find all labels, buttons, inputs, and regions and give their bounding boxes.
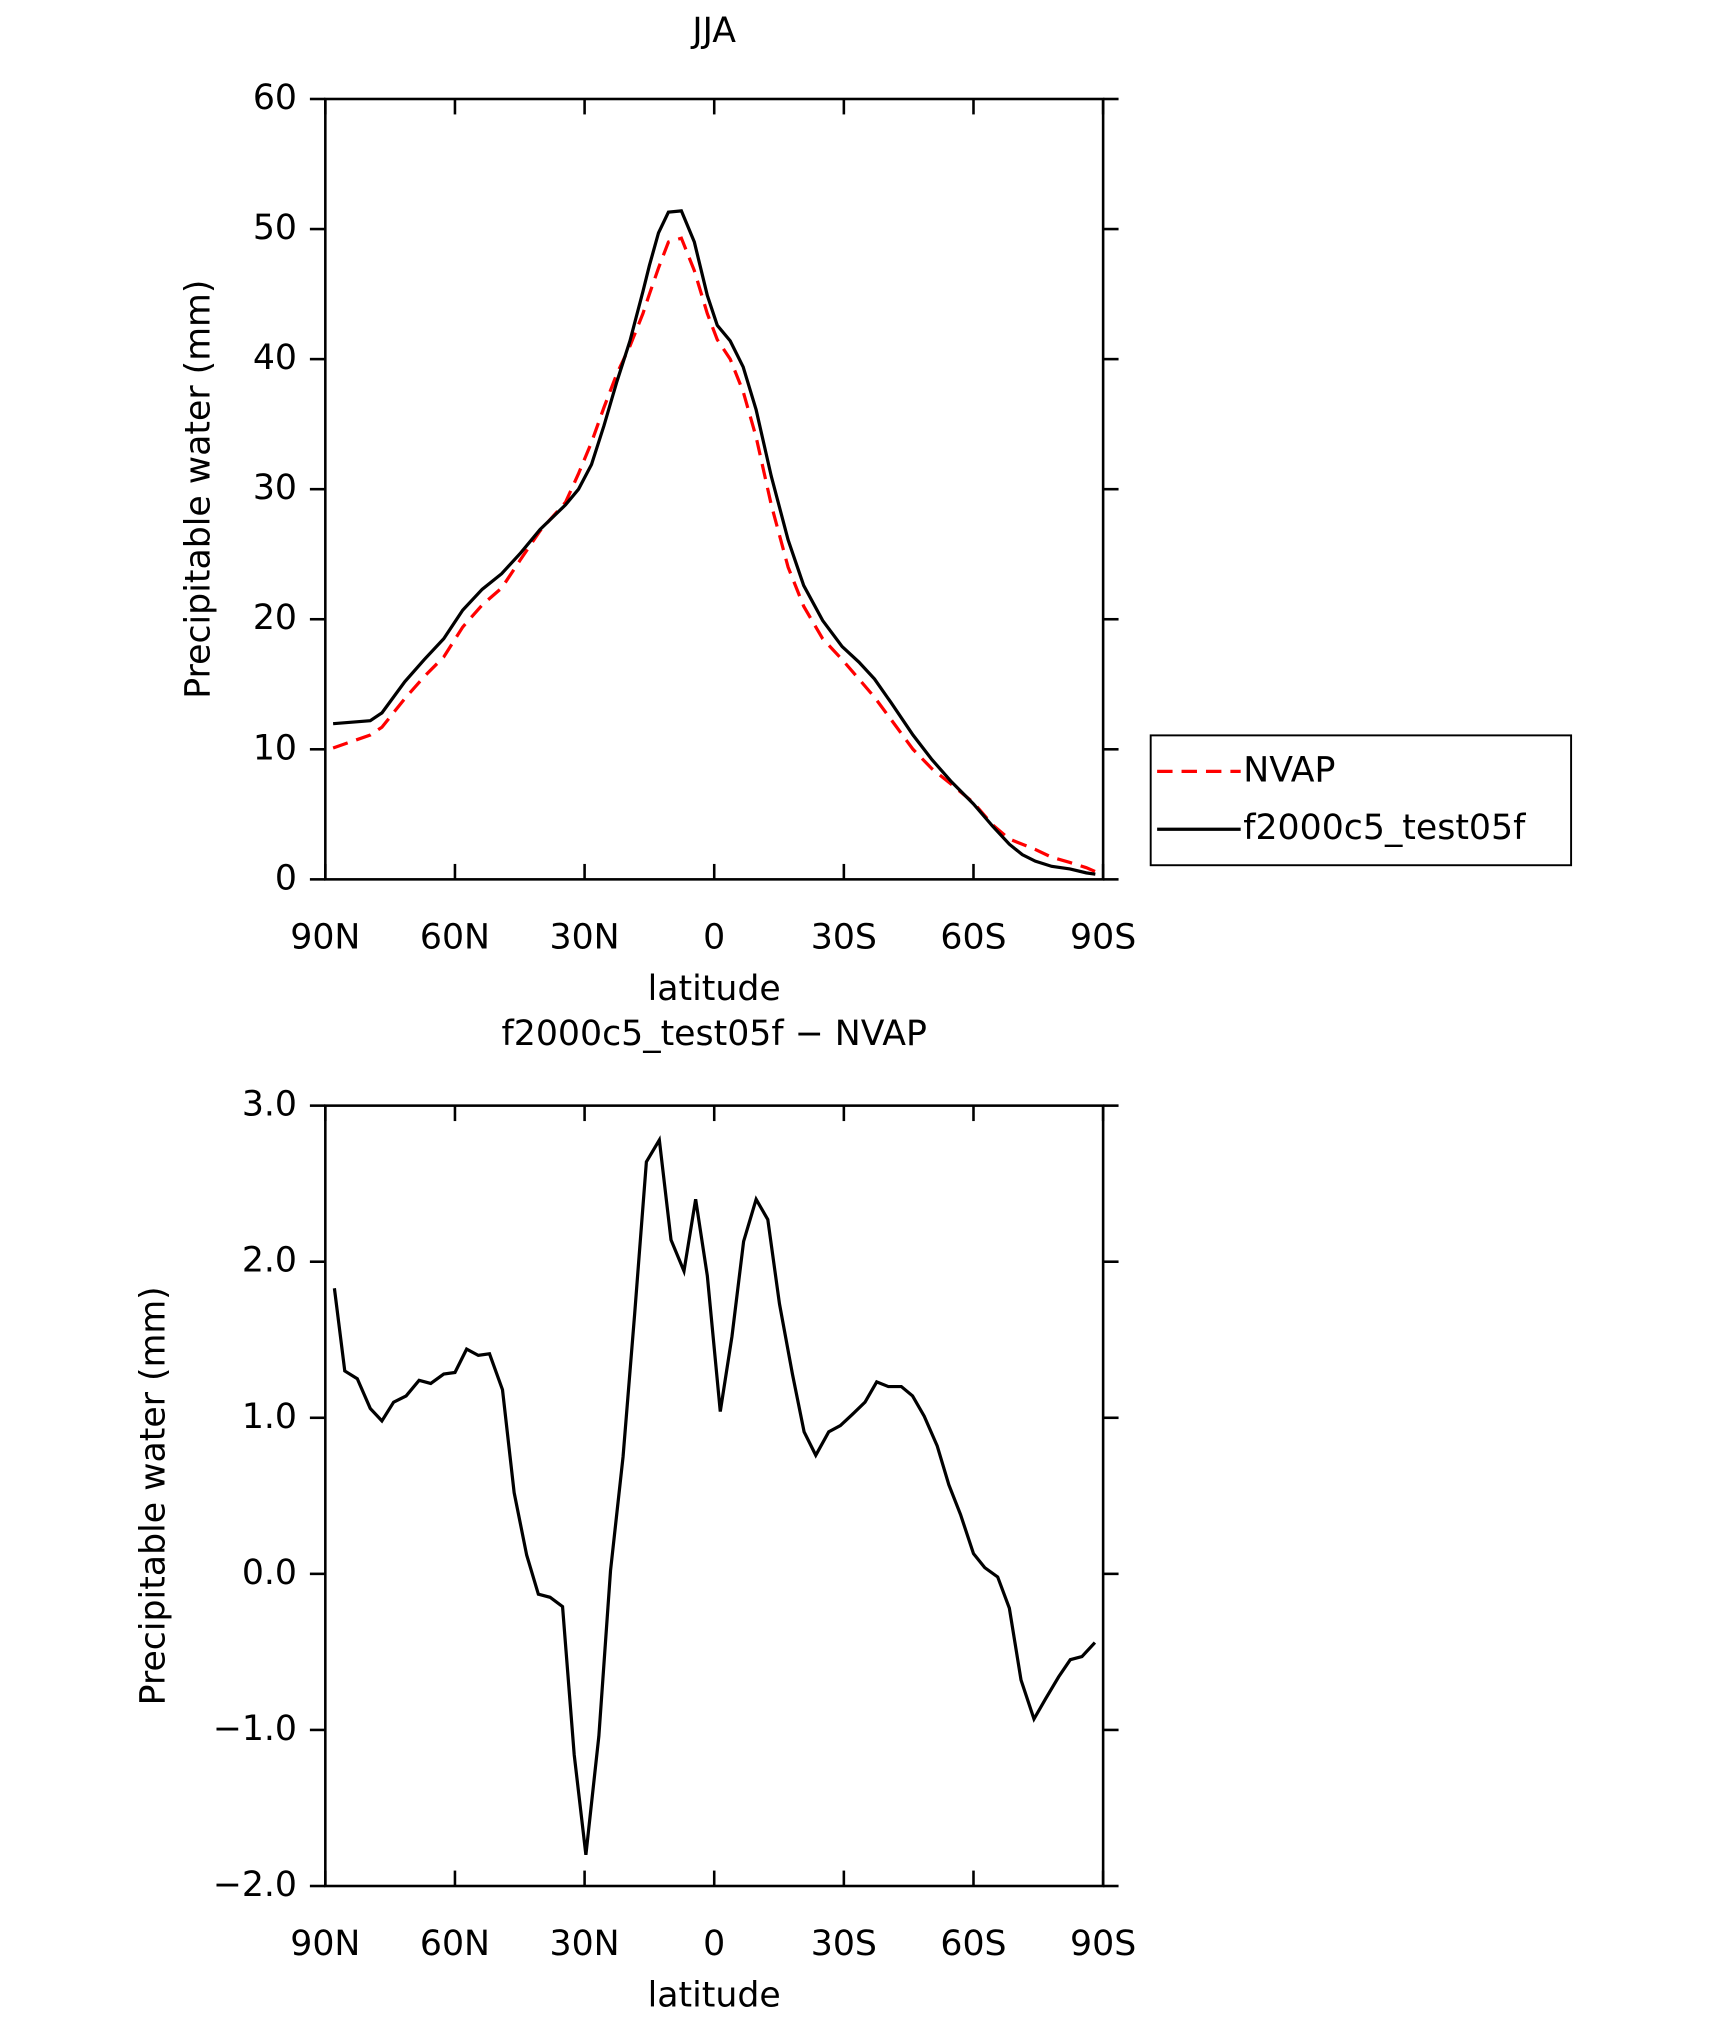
series-line [332, 236, 1096, 874]
plot-frame [324, 97, 1105, 881]
x-tick-label: 0 [703, 918, 725, 958]
legend-label: f2000c5_test05f [1243, 808, 1526, 848]
x-axis-label: latitude [648, 969, 781, 1009]
legend-box [1149, 734, 1573, 867]
x-tick-label: 30N [550, 918, 620, 958]
x-tick-label: 60N [420, 918, 490, 958]
x-tick-label: 30S [811, 1924, 877, 1964]
y-tick-label: 0 [275, 858, 297, 898]
x-tick-label: 60S [940, 918, 1006, 958]
x-tick-label: 90N [290, 1924, 360, 1964]
x-tick-label: 0 [703, 1924, 725, 1964]
x-tick-label: 90N [290, 918, 360, 958]
legend-label: NVAP [1243, 750, 1335, 790]
y-tick-label: 3.0 [242, 1085, 297, 1125]
y-tick-label: 1.0 [242, 1397, 297, 1437]
x-tick-label: 30S [811, 918, 877, 958]
x-tick-label: 30N [550, 1924, 620, 1964]
chart-title: JJA [690, 11, 736, 51]
y-axis-label: Precipitable water (mm) [133, 1286, 173, 1705]
x-tick-label: 60S [940, 1924, 1006, 1964]
y-tick-label: 20 [253, 598, 297, 638]
x-tick-label: 90S [1070, 918, 1136, 958]
y-tick-label: 60 [253, 78, 297, 118]
y-tick-label: 50 [253, 208, 297, 248]
y-tick-label: 30 [253, 468, 297, 508]
plot-frame [324, 1104, 1105, 1888]
chart-title: f2000c5_test05f − NVAP [502, 1014, 927, 1054]
x-tick-label: 60N [420, 1924, 490, 1964]
series-line [332, 209, 1096, 876]
y-axis-label: Precipitable water (mm) [178, 280, 218, 699]
y-tick-label: 2.0 [242, 1241, 297, 1281]
y-tick-label: −1.0 [213, 1709, 297, 1749]
y-tick-label: 0.0 [242, 1553, 297, 1593]
x-axis-label: latitude [648, 1976, 781, 2016]
series-line [332, 1135, 1097, 1855]
y-tick-label: 40 [253, 338, 297, 378]
y-tick-label: −2.0 [213, 1865, 297, 1905]
x-tick-label: 90S [1070, 1924, 1136, 1964]
y-tick-label: 10 [253, 728, 297, 768]
